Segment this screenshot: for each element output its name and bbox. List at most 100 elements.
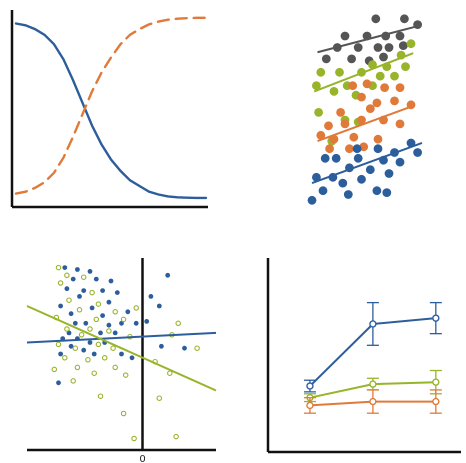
- blue-point: [343, 190, 353, 199]
- green-point: [133, 305, 139, 311]
- orange-point: [329, 134, 339, 144]
- green-point: [156, 395, 163, 401]
- orange-point: [349, 132, 359, 142]
- panel-sigmoid-curves: [10, 10, 208, 209]
- orange-point: [380, 83, 389, 92]
- gray-point: [347, 54, 356, 64]
- blue-point: [98, 330, 103, 336]
- blue-point: [353, 153, 363, 163]
- gray-group: [317, 14, 422, 66]
- blue-point: [58, 303, 63, 309]
- orange-marker: [369, 397, 377, 406]
- blue-point: [365, 165, 375, 175]
- blue-point: [312, 172, 321, 182]
- green-point: [110, 345, 116, 351]
- green-point: [76, 307, 83, 313]
- green-point: [368, 60, 377, 70]
- orange-point: [340, 119, 350, 129]
- blue-point: [66, 330, 72, 336]
- blue-series: [303, 301, 442, 393]
- green-point: [314, 108, 323, 117]
- blue-point: [64, 286, 70, 292]
- blue-point: [62, 265, 68, 270]
- blue-point: [373, 144, 383, 154]
- orange-series: [303, 389, 442, 414]
- orange-curve-line: [14, 16, 208, 195]
- blue-group: [307, 138, 423, 205]
- blue-point: [56, 380, 61, 386]
- orange-point: [390, 96, 399, 106]
- green-point: [95, 341, 102, 348]
- orange-trend-line: [317, 105, 412, 142]
- blue-point: [318, 186, 328, 196]
- green-point: [375, 71, 385, 81]
- green-point: [106, 328, 112, 334]
- blue-point: [148, 294, 154, 299]
- blue-trend-line: [26, 331, 217, 344]
- blue-point: [114, 290, 120, 295]
- orange-marker: [432, 397, 440, 406]
- gray-point: [340, 31, 350, 41]
- green-point: [406, 39, 416, 49]
- orange-point: [325, 144, 334, 154]
- blue-point: [165, 272, 171, 278]
- blue-point: [413, 148, 422, 157]
- blue-point: [144, 319, 150, 324]
- orange-point: [348, 81, 358, 91]
- green-point: [97, 393, 104, 399]
- green-point: [55, 341, 62, 348]
- green-point: [175, 320, 181, 327]
- green-point: [131, 435, 137, 442]
- blue-point: [119, 320, 124, 326]
- blue-point: [68, 311, 74, 317]
- blue-point: [100, 313, 105, 318]
- blue-point: [106, 299, 112, 305]
- blue-point: [91, 351, 97, 357]
- blue-point: [395, 157, 405, 167]
- blue-point: [89, 305, 95, 311]
- blue-point: [338, 178, 348, 188]
- orange-point: [365, 104, 375, 113]
- gray-point: [395, 31, 405, 41]
- green-marker: [369, 380, 377, 388]
- orange-point: [324, 121, 333, 131]
- blue-point: [58, 351, 63, 357]
- green-point: [167, 370, 173, 376]
- blue-point: [307, 195, 317, 205]
- green-point: [101, 355, 108, 361]
- blue-point: [72, 320, 78, 326]
- green-marker: [432, 378, 440, 386]
- orange-point: [362, 79, 372, 89]
- green-point: [312, 81, 321, 91]
- orange-point: [395, 119, 405, 129]
- blue-point: [70, 276, 76, 282]
- blue-point: [119, 351, 124, 357]
- orange-point: [345, 144, 354, 154]
- green-point: [80, 274, 87, 280]
- panel-scatter-crossing-trends: 0: [26, 258, 217, 463]
- green-point: [335, 67, 344, 77]
- green-point: [112, 309, 118, 315]
- blue-point: [87, 269, 93, 274]
- x-tick-label: 0: [139, 454, 145, 463]
- blue-point: [382, 188, 392, 198]
- gray-point: [379, 52, 388, 62]
- green-point: [66, 297, 72, 303]
- green-point: [55, 264, 62, 271]
- green-group: [312, 39, 416, 146]
- blue-point: [384, 169, 394, 178]
- gray-point: [353, 43, 363, 52]
- blue-point: [156, 303, 162, 309]
- green-point: [401, 62, 410, 71]
- green-point: [122, 372, 129, 378]
- green-point: [120, 410, 127, 417]
- blue-marker: [369, 320, 377, 328]
- blue-point: [133, 320, 139, 326]
- blue-trend-line: [311, 142, 423, 185]
- green-point: [390, 71, 399, 81]
- panel-errorbar-lines: [266, 258, 461, 454]
- blue-point: [357, 174, 366, 184]
- blue-point: [372, 186, 382, 196]
- green-point: [51, 366, 58, 373]
